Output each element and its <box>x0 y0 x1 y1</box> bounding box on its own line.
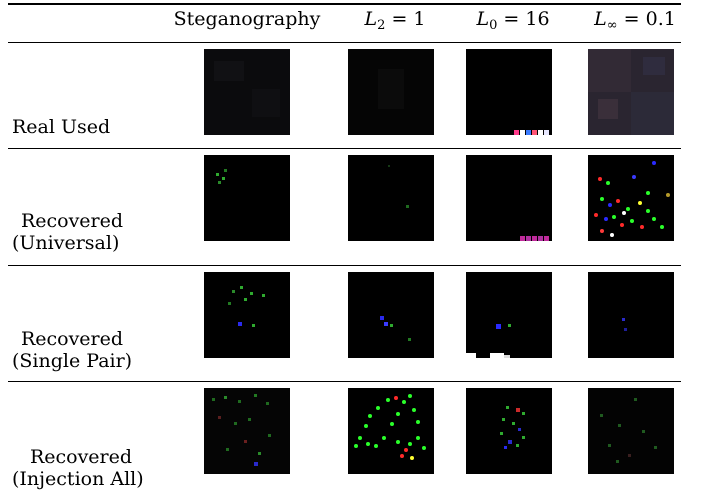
row-label-injection-all-line1: Recovered <box>29 446 133 468</box>
image-injection-all-steganography <box>204 388 290 474</box>
column-header-l0-sub: 0 <box>489 18 498 33</box>
image-real-used-linf <box>588 49 674 135</box>
image-universal-l2 <box>348 155 434 241</box>
image-injection-all-l2-graphic <box>348 388 434 474</box>
row-label-injection-all-line2: (Injection All) <box>12 468 144 490</box>
image-single-pair-l0-graphic <box>466 272 552 358</box>
image-universal-steganography <box>204 155 290 241</box>
image-universal-l2-graphic <box>348 155 434 241</box>
image-real-used-l0 <box>466 49 552 135</box>
row-rule-2 <box>8 265 681 266</box>
image-real-used-l2-graphic <box>348 49 434 135</box>
column-header-l0-value: 16 <box>525 8 550 30</box>
image-injection-all-l0 <box>466 388 552 474</box>
row-label-universal: Recovered (Universal) <box>12 210 132 254</box>
image-injection-all-l0-graphic <box>466 388 552 474</box>
image-universal-steganography-graphic <box>204 155 290 241</box>
column-header-linf-var: L <box>594 8 607 30</box>
top-rule <box>8 3 681 5</box>
row-label-injection-all: Recovered (Injection All) <box>12 446 150 490</box>
image-single-pair-linf <box>588 272 674 358</box>
row-label-single-pair: Recovered (Single Pair) <box>12 328 132 372</box>
row-label-universal-line1: Recovered <box>20 210 124 232</box>
column-header-steganography: Steganography <box>173 8 321 30</box>
column-header-linf-sub: ∞ <box>606 18 618 33</box>
row-label-real-used: Real Used <box>12 116 110 138</box>
column-header-l0-op: = <box>503 8 520 30</box>
header-rule <box>8 42 681 43</box>
row-rule-1 <box>8 148 681 149</box>
image-universal-l0-graphic <box>466 155 552 241</box>
column-header-linf-value: 0.1 <box>645 8 676 30</box>
image-injection-all-steganography-graphic <box>204 388 290 474</box>
row-label-universal-line2: (Universal) <box>12 232 120 254</box>
column-header-l2-var: L <box>364 8 378 30</box>
image-single-pair-steganography-graphic <box>204 272 290 358</box>
image-real-used-l0-graphic <box>466 49 552 135</box>
column-header-linf-op: = <box>623 8 640 30</box>
image-universal-linf-graphic <box>588 155 674 241</box>
image-single-pair-l2-graphic <box>348 272 434 358</box>
row-label-real-used-line1: Real Used <box>12 116 111 138</box>
row-label-single-pair-line1: Recovered <box>20 328 124 350</box>
image-single-pair-l2 <box>348 272 434 358</box>
image-injection-all-linf <box>588 388 674 474</box>
image-real-used-l2 <box>348 49 434 135</box>
column-header-l2-sub: 2 <box>377 18 386 33</box>
image-single-pair-l0 <box>466 272 552 358</box>
row-rule-3 <box>8 381 681 382</box>
image-real-used-steganography <box>204 49 290 135</box>
column-header-l0: L0 = 16 <box>458 8 568 33</box>
image-single-pair-steganography <box>204 272 290 358</box>
column-header-l2-op: = <box>391 8 408 30</box>
row-label-single-pair-line2: (Single Pair) <box>12 350 133 372</box>
image-injection-all-l2 <box>348 388 434 474</box>
image-real-used-linf-graphic <box>588 49 674 135</box>
column-header-l2-value: 1 <box>413 8 426 30</box>
column-header-linf: L∞ = 0.1 <box>580 8 690 33</box>
image-universal-linf <box>588 155 674 241</box>
image-single-pair-linf-graphic <box>588 272 674 358</box>
image-injection-all-linf-graphic <box>588 388 674 474</box>
column-header-l2: L2 = 1 <box>340 8 450 33</box>
image-real-used-steganography-graphic <box>204 49 290 135</box>
image-universal-l0 <box>466 155 552 241</box>
column-header-l0-var: L <box>476 8 490 30</box>
